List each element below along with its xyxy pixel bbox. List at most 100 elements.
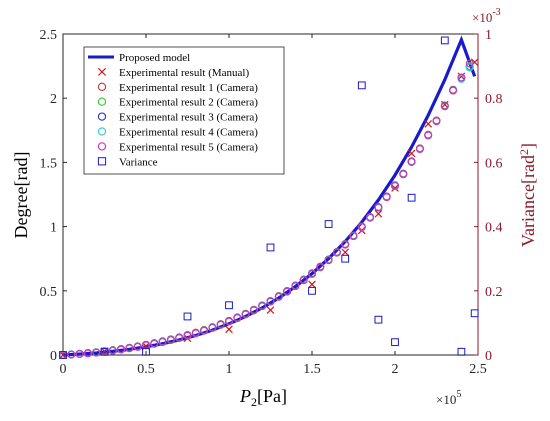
data-point	[225, 325, 233, 334]
data-point	[266, 297, 275, 306]
data-point	[59, 351, 67, 359]
data-point	[440, 36, 449, 45]
data-point-stroke	[424, 120, 433, 128]
data-point	[324, 220, 333, 228]
x-axis-multiplier: ×105	[436, 389, 461, 407]
x-tick-label: 2.5	[469, 362, 487, 377]
data-point	[166, 336, 175, 345]
data-point	[97, 112, 107, 121]
y-axis-left-label: Degree[rad]	[11, 152, 31, 239]
x-tick-label: 0.5	[137, 362, 155, 377]
legend-label: Experimental result 4 (Camera)	[119, 127, 258, 139]
data-point	[391, 338, 399, 347]
data-point	[225, 301, 233, 310]
data-point	[100, 347, 109, 356]
y-left-tick-label: 0.5	[40, 285, 58, 300]
y-left-tick-label: 1.5	[40, 156, 58, 171]
data-point	[266, 243, 275, 252]
legend-label: Proposed model	[119, 52, 190, 64]
data-point	[97, 82, 107, 91]
data-point	[399, 170, 408, 179]
data-point-stroke	[266, 306, 275, 314]
data-point-stroke	[407, 149, 416, 158]
x-axis-ticks: 0 0.5 1 1.5 2 2.5	[60, 34, 487, 377]
x-tick-label: 0	[60, 362, 67, 377]
data-point	[283, 287, 292, 296]
data-point	[92, 348, 101, 357]
data-point-stroke	[374, 209, 383, 218]
data-point	[357, 81, 366, 90]
data-point	[67, 350, 76, 359]
data-point	[341, 240, 350, 249]
data-point	[142, 347, 150, 356]
data-point	[308, 286, 316, 295]
data-point	[225, 317, 233, 326]
data-point	[374, 209, 383, 218]
data-point	[97, 97, 107, 106]
y-left-tick-label: 2	[50, 92, 57, 107]
data-point	[470, 309, 479, 318]
y-right-tick-label: 0	[485, 349, 492, 364]
data-point	[415, 145, 424, 153]
legend-label: Experimental result 2 (Camera)	[119, 97, 258, 109]
data-point	[175, 334, 184, 343]
data-point	[97, 157, 107, 166]
data-point	[349, 232, 358, 241]
data-point	[382, 193, 391, 202]
data-point	[233, 314, 242, 323]
x-tick-label: 2	[392, 362, 399, 377]
data-point	[324, 256, 333, 265]
data-point-stroke	[225, 325, 233, 334]
data-point	[457, 347, 466, 356]
data-point	[357, 223, 366, 232]
data-point	[258, 302, 267, 311]
y-axis-right-ticks: 0 0.2 0.4 0.6 0.8 1	[474, 28, 503, 364]
data-point	[97, 142, 107, 151]
data-point	[440, 102, 449, 111]
data-point	[449, 86, 458, 95]
data-point	[332, 248, 341, 257]
data-point	[391, 182, 399, 190]
x-axis-label: P2[Pa]	[239, 386, 287, 409]
data-point-stroke	[457, 72, 466, 81]
data-point	[83, 349, 92, 358]
legend-label: Experimental result 3 (Camera)	[119, 112, 258, 124]
y-right-tick-label: 0.2	[485, 285, 503, 300]
series-layer	[59, 35, 479, 359]
data-point	[200, 326, 209, 335]
data-point-stroke	[391, 184, 399, 192]
data-point	[341, 254, 350, 263]
data-point	[97, 127, 107, 136]
data-point	[465, 63, 474, 72]
data-point	[208, 323, 217, 332]
data-point	[291, 282, 300, 291]
data-point	[266, 306, 275, 314]
data-point-stroke	[97, 67, 107, 76]
data-point	[407, 149, 416, 158]
y-axis-right-multiplier: ×10-3	[472, 7, 501, 25]
legend-label: Variance	[119, 156, 158, 168]
data-point	[191, 329, 200, 338]
data-point-stroke	[341, 248, 350, 257]
legend-box	[83, 46, 285, 175]
data-point	[183, 312, 192, 321]
data-point	[183, 331, 192, 340]
x-tick-label: 1.5	[303, 362, 321, 377]
y-right-tick-label: 0.4	[485, 221, 503, 236]
data-point	[457, 72, 466, 81]
data-point	[341, 248, 350, 257]
data-point	[97, 67, 107, 76]
data-point	[133, 342, 142, 351]
data-point	[465, 59, 474, 68]
data-point	[216, 320, 225, 329]
y-left-tick-label: 1	[50, 221, 57, 236]
data-point	[125, 344, 134, 353]
data-point	[457, 73, 466, 82]
data-point	[316, 263, 325, 272]
data-point	[108, 346, 117, 355]
legend-label: Experimental result 1 (Camera)	[119, 82, 258, 94]
data-point	[274, 292, 283, 301]
data-point	[299, 276, 308, 285]
y-right-tick-label: 0.6	[485, 156, 503, 171]
